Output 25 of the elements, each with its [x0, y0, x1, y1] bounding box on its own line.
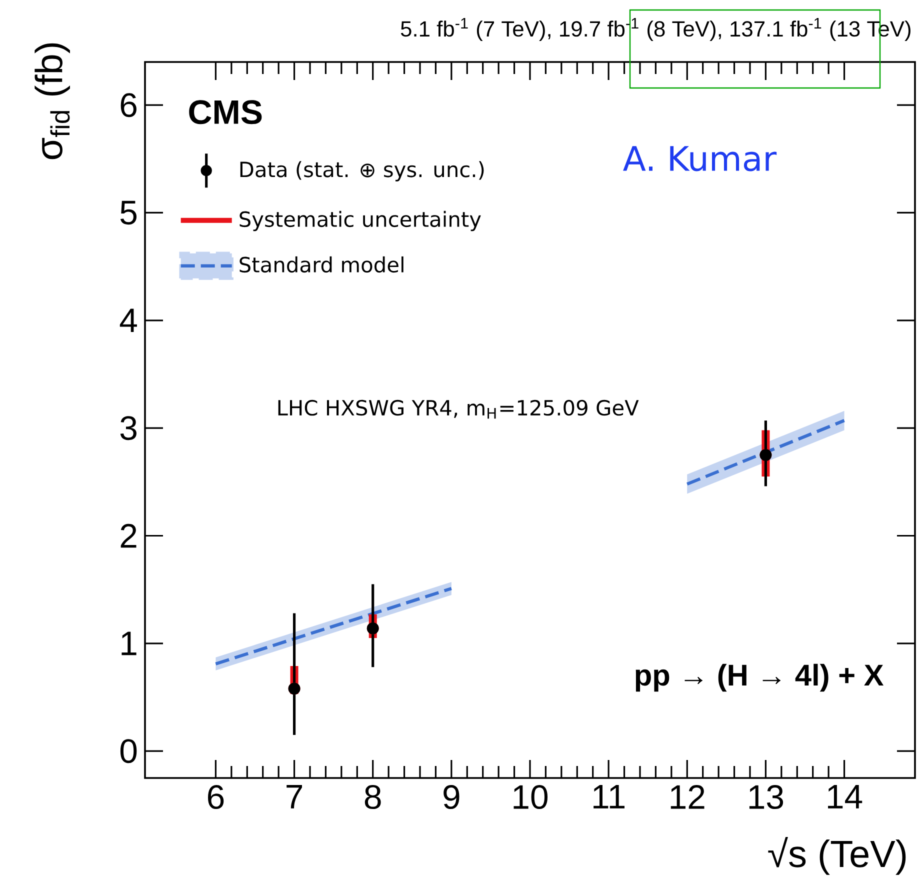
- legend-label: Standard model: [240, 256, 404, 273]
- y-tick-label: 2: [120, 524, 136, 548]
- legend-label: Data (stat. ⊕ sys. unc.): [240, 161, 484, 182]
- x-tick-label: 7: [286, 785, 302, 808]
- legend-label: Systematic uncertainty: [240, 210, 481, 232]
- y-tick-label: 3: [120, 416, 136, 440]
- x-tick-label: 12: [670, 785, 704, 809]
- x-axis-title: √s (TeV): [768, 837, 906, 875]
- x-tick-label: 11: [594, 785, 624, 808]
- y-tick-label: 6: [120, 93, 136, 118]
- x-tick-label: 10: [514, 785, 548, 810]
- y-axis-title: σ$_{fid}$ (fb): [34, 43, 70, 160]
- annotation: A. Kumar: [623, 146, 777, 172]
- annotation: LHC HXSWG YR4, m$_{H}$=125.09 GeV: [278, 400, 639, 419]
- y-tick-label: 4: [120, 308, 137, 332]
- x-tick-label: 8: [364, 785, 381, 810]
- y-tick-label: 5: [120, 200, 137, 225]
- annotation: CMS: [189, 100, 262, 124]
- x-tick-label: 13: [749, 785, 784, 810]
- y-tick-label: 0: [120, 739, 137, 764]
- y-tick-label: 1: [122, 632, 136, 656]
- x-tick-label: 9: [444, 785, 460, 810]
- annotation: pp → (H → 4l) + X: [636, 664, 884, 692]
- x-tick-label: 14: [828, 785, 862, 808]
- x-tick-label: 6: [208, 785, 224, 810]
